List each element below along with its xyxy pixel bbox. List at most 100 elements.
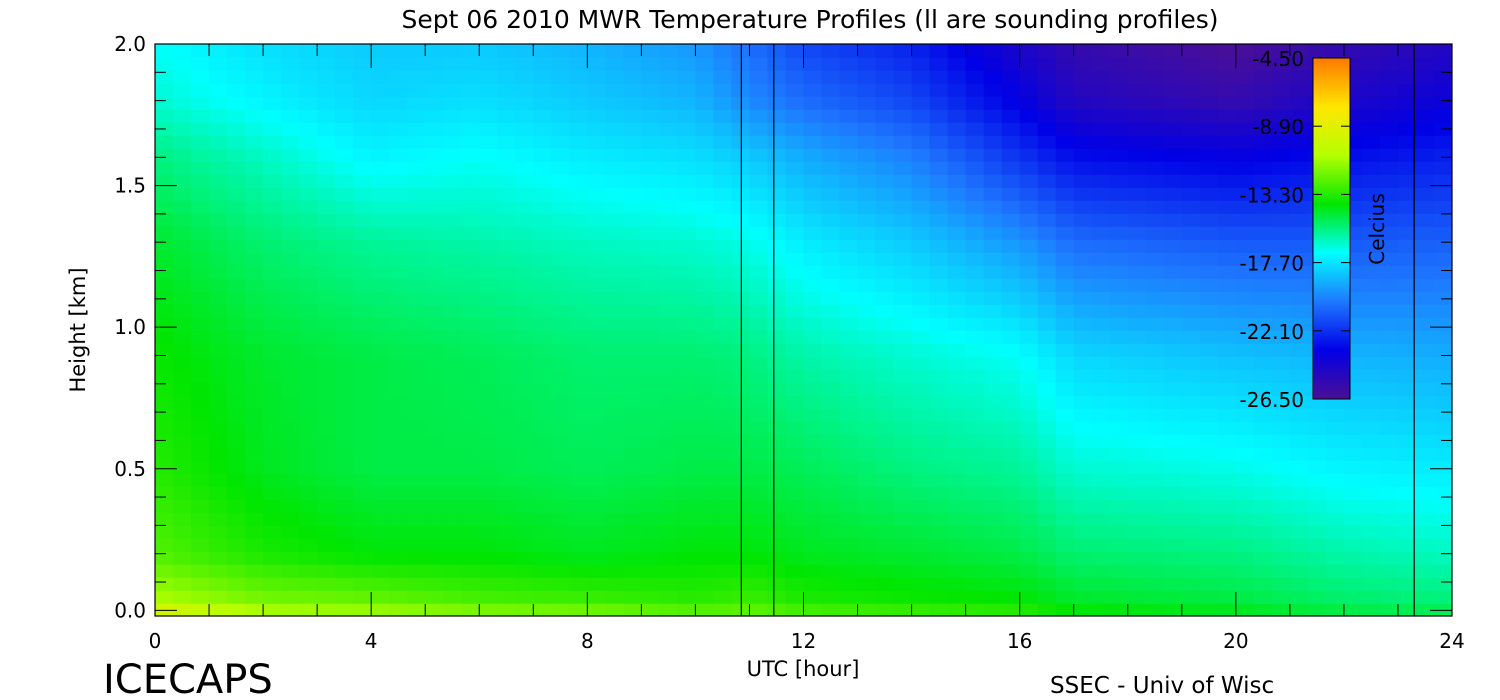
- heatmap-cell: [839, 512, 859, 526]
- heatmap-cell: [263, 304, 282, 318]
- heatmap-cell: [641, 421, 661, 435]
- heatmap-cell: [875, 408, 895, 422]
- heatmap-cell: [1073, 434, 1093, 448]
- heatmap-cell: [677, 473, 697, 487]
- heatmap-cell: [173, 213, 192, 227]
- heatmap-cell: [245, 551, 264, 565]
- heatmap-cell: [911, 226, 931, 240]
- heatmap-cell: [479, 57, 499, 71]
- heatmap-cell: [605, 486, 625, 500]
- heatmap-cell: [1073, 57, 1093, 71]
- heatmap-cell: [173, 70, 192, 84]
- heatmap-cell: [1415, 395, 1435, 409]
- heatmap-cell: [1109, 603, 1129, 616]
- heatmap-cell: [443, 551, 463, 565]
- heatmap-cell: [1109, 343, 1129, 357]
- heatmap-cell: [353, 538, 372, 552]
- heatmap-cell: [389, 512, 408, 526]
- heatmap-cell: [1181, 44, 1201, 58]
- heatmap-cell: [767, 525, 787, 539]
- heatmap-cell: [371, 213, 390, 227]
- heatmap-cell: [389, 291, 408, 305]
- heatmap-cell: [515, 434, 535, 448]
- heatmap-cell: [1109, 239, 1129, 253]
- heatmap-cell: [929, 239, 949, 253]
- heatmap-cell: [1397, 395, 1417, 409]
- heatmap-cell: [1163, 538, 1183, 552]
- heatmap-cell: [1037, 213, 1057, 227]
- heatmap-cell: [1037, 408, 1057, 422]
- heatmap-cell: [1199, 551, 1219, 565]
- heatmap-cell: [767, 187, 787, 201]
- heatmap-cell: [263, 265, 282, 279]
- heatmap-cell: [425, 382, 445, 396]
- heatmap-cell: [857, 291, 877, 305]
- heatmap-cell: [407, 226, 426, 240]
- heatmap-cell: [587, 174, 607, 188]
- heatmap-cell: [1289, 109, 1309, 123]
- heatmap-cell: [767, 83, 787, 97]
- heatmap-cell: [209, 473, 228, 487]
- heatmap-cell: [281, 447, 300, 461]
- heatmap-cell: [1127, 96, 1147, 110]
- heatmap-cell: [227, 200, 246, 214]
- heatmap-cell: [1163, 252, 1183, 266]
- heatmap-cell: [1019, 486, 1039, 500]
- heatmap-cell: [1433, 96, 1452, 110]
- heatmap-cell: [839, 57, 859, 71]
- heatmap-cell: [1343, 486, 1363, 500]
- heatmap-cell: [1019, 382, 1039, 396]
- heatmap-cell: [515, 304, 535, 318]
- heatmap-cell: [569, 265, 589, 279]
- heatmap-cell: [245, 44, 264, 58]
- heatmap-cell: [983, 265, 1003, 279]
- heatmap-cell: [173, 473, 192, 487]
- heatmap-cell: [857, 590, 877, 604]
- heatmap-cell: [1397, 486, 1417, 500]
- heatmap-cell: [1343, 421, 1363, 435]
- heatmap-cell: [839, 200, 859, 214]
- heatmap-cell: [857, 57, 877, 71]
- heatmap-cell: [479, 96, 499, 110]
- heatmap-cell: [569, 187, 589, 201]
- heatmap-cell: [299, 395, 318, 409]
- heatmap-cell: [803, 564, 823, 578]
- heatmap-cell: [1217, 421, 1237, 435]
- heatmap-cell: [839, 83, 859, 97]
- heatmap-cell: [713, 174, 733, 188]
- heatmap-cell: [299, 291, 318, 305]
- heatmap-cell: [677, 551, 697, 565]
- heatmap-cell: [947, 408, 967, 422]
- heatmap-cell: [749, 525, 769, 539]
- heatmap-cell: [947, 304, 967, 318]
- heatmap-cell: [173, 174, 192, 188]
- heatmap-cell: [1001, 200, 1021, 214]
- heatmap-cell: [1073, 551, 1093, 565]
- heatmap-cell: [1253, 161, 1273, 175]
- heatmap-cell: [569, 213, 589, 227]
- heatmap-cell: [425, 603, 445, 616]
- heatmap-cell: [1181, 382, 1201, 396]
- heatmap-cell: [371, 291, 390, 305]
- heatmap-cell: [677, 603, 697, 616]
- heatmap-cell: [1253, 109, 1273, 123]
- heatmap-cell: [155, 265, 174, 279]
- heatmap-cell: [245, 330, 264, 344]
- heatmap-cell: [857, 369, 877, 383]
- heatmap-cell: [929, 434, 949, 448]
- heatmap-cell: [425, 96, 445, 110]
- heatmap-cell: [857, 161, 877, 175]
- heatmap-cell: [623, 499, 643, 513]
- heatmap-cell: [1361, 83, 1381, 97]
- heatmap-cell: [947, 356, 967, 370]
- heatmap-cell: [263, 512, 282, 526]
- heatmap-cell: [569, 395, 589, 409]
- heatmap-cell: [551, 83, 571, 97]
- heatmap-cell: [1433, 135, 1452, 149]
- heatmap-cell: [965, 590, 985, 604]
- heatmap-cell: [1145, 343, 1165, 357]
- heatmap-cell: [1397, 70, 1417, 84]
- heatmap-cell: [1379, 343, 1399, 357]
- heatmap-cell: [785, 96, 805, 110]
- heatmap-cell: [695, 44, 715, 58]
